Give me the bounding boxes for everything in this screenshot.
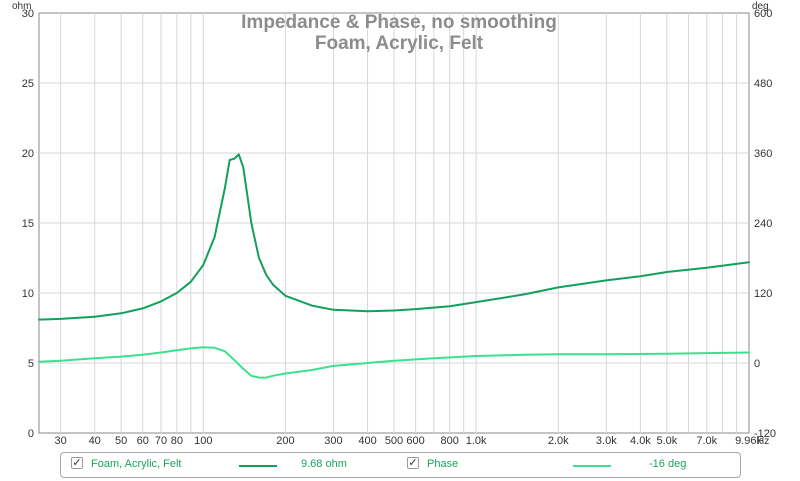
y-left-tick-label: 10 (22, 288, 34, 300)
series-lines (38, 153, 750, 379)
x-tick-label: 100 (194, 435, 212, 447)
x-tick-label: 500 (385, 435, 403, 447)
y-left-tick-label: 20 (22, 148, 34, 160)
x-tick-label: 80 (171, 435, 183, 447)
impedance-line (38, 153, 750, 321)
y-right-tick-label: 0 (754, 358, 760, 370)
legend-swatch-impedance (239, 465, 277, 467)
x-tick-label: 70 (155, 435, 167, 447)
y-left-tick-label: 15 (22, 218, 34, 230)
y-left-tick-label: 5 (28, 358, 34, 370)
x-tick-label: 60 (137, 435, 149, 447)
legend-bar: ✓ Foam, Acrylic, Felt 9.68 ohm ✓ Phase -… (60, 452, 741, 478)
legend-label-phase: Phase (427, 458, 459, 470)
x-tick-label: 5.0k (656, 435, 677, 447)
x-unit: Hz (757, 436, 769, 447)
x-tick-label: 1.0k (466, 435, 487, 447)
y-left-tick-label: 30 (22, 8, 34, 20)
phase-line (38, 346, 750, 379)
x-tick-label: 200 (276, 435, 294, 447)
x-tick-label: 30 (54, 435, 66, 447)
y-right-unit: deg (752, 1, 769, 12)
legend-checkbox-impedance[interactable]: ✓ (71, 457, 83, 469)
y-right-tick-label: -120 (754, 428, 776, 440)
x-tick-label: 400 (358, 435, 376, 447)
y-right-tick-label: 240 (754, 218, 772, 230)
impedance-phase-chart: 30 40 50 60 70 80 100 200 300 400 500 600 800 1.0k 2.0… (12, 1, 776, 447)
legend-checkbox-phase[interactable]: ✓ (407, 457, 419, 469)
x-tick-label: 300 (324, 435, 342, 447)
x-tick-label: 4.0k (630, 435, 651, 447)
x-tick-label: 2.0k (548, 435, 569, 447)
x-tick-label: 50 (115, 435, 127, 447)
legend-swatch-phase (573, 465, 611, 467)
legend-label-impedance: Foam, Acrylic, Felt (91, 458, 182, 470)
x-tick-label: 600 (406, 435, 424, 447)
y-right-tick-label: 480 (754, 78, 772, 90)
legend-value-impedance: 9.68 ohm (301, 458, 347, 470)
y-left-tick-label: 0 (28, 428, 34, 440)
x-tick-label: 800 (441, 435, 459, 447)
x-tick-label: 40 (89, 435, 101, 447)
y-right-tick-label: 120 (754, 288, 772, 300)
chart-title: Impedance & Phase, no smoothing (241, 12, 557, 33)
x-tick-label: 7.0k (696, 435, 717, 447)
x-tick-label: 9.96k (735, 435, 762, 447)
y-right-tick-label: 600 (754, 8, 772, 20)
y-right-tick-label: 360 (754, 148, 772, 160)
y-left-unit: ohm (12, 1, 31, 12)
chart-subtitle: Foam, Acrylic, Felt (315, 33, 484, 54)
x-tick-label: 3.0k (596, 435, 617, 447)
legend-value-phase: -16 deg (649, 458, 687, 470)
tick-labels: 30 40 50 60 70 80 100 200 300 400 500 600 800 1.0k 2.0… (22, 8, 776, 447)
grid-lines (39, 13, 749, 433)
y-left-tick-label: 25 (22, 78, 34, 90)
